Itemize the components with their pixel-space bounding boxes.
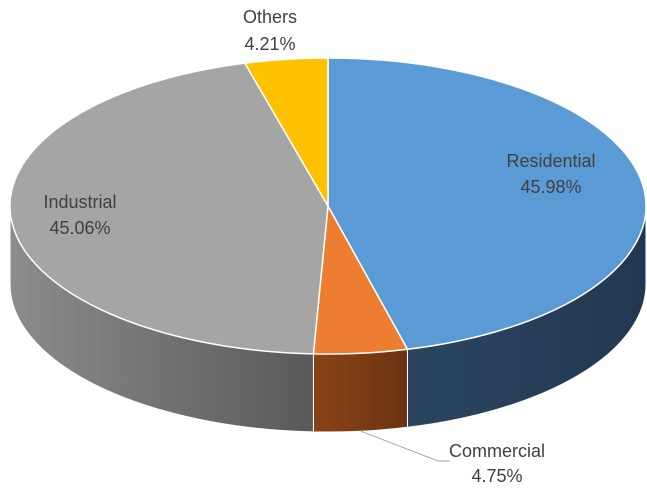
data-label-name-residential: Residential: [506, 151, 595, 171]
data-label-layer: Residential 45.98% Commercial 4.75% Industri…: [43, 7, 595, 486]
data-label-value-industrial: 45.06%: [49, 218, 110, 238]
data-label-value-commercial: 4.75%: [471, 466, 522, 486]
pie-side-commercial: [312, 348, 408, 433]
data-label-name-commercial: Commercial: [449, 441, 545, 461]
pie-slice-others: [244, 57, 329, 207]
leader-line-commercial: [360, 430, 450, 462]
data-label-value-residential: 45.98%: [520, 177, 581, 197]
pie-top-layer: [9, 57, 647, 355]
pie-side-layer: [9, 205, 647, 433]
leader-line-layer: [360, 430, 450, 462]
pie-slice-industrial: [9, 62, 329, 355]
data-label-name-industrial: Industrial: [43, 192, 116, 212]
data-label-name-others: Others: [243, 7, 297, 27]
pie-slice-residential: [327, 57, 647, 351]
data-label-value-others: 4.21%: [244, 34, 295, 54]
